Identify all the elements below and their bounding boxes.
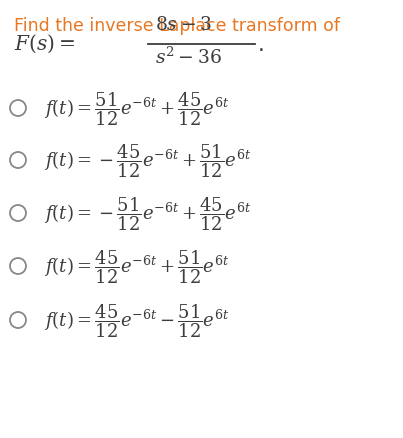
Text: $F(s) =$: $F(s) =$ [14, 33, 75, 55]
Text: $f(t) = -\dfrac{45}{12}e^{-6t} + \dfrac{51}{12}e^{6t}$: $f(t) = -\dfrac{45}{12}e^{-6t} + \dfrac{… [44, 142, 251, 180]
Text: $f(t) = -\dfrac{51}{12}e^{-6t} + \dfrac{45}{12}e^{6t}$: $f(t) = -\dfrac{51}{12}e^{-6t} + \dfrac{… [44, 195, 251, 232]
Text: $s^2 - 36$: $s^2 - 36$ [155, 47, 222, 68]
Text: $f(t) = \dfrac{51}{12}e^{-6t} + \dfrac{45}{12}e^{6t}$: $f(t) = \dfrac{51}{12}e^{-6t} + \dfrac{4… [44, 90, 229, 127]
Text: .: . [258, 35, 265, 55]
Text: $8s - 3$: $8s - 3$ [155, 15, 212, 34]
Text: $f(t) = \dfrac{45}{12}e^{-6t} - \dfrac{51}{12}e^{6t}$: $f(t) = \dfrac{45}{12}e^{-6t} - \dfrac{5… [44, 301, 229, 339]
Text: Find the inverse Laplace transform of: Find the inverse Laplace transform of [14, 17, 340, 35]
Text: $f(t) = \dfrac{45}{12}e^{-6t} + \dfrac{51}{12}e^{6t}$: $f(t) = \dfrac{45}{12}e^{-6t} + \dfrac{5… [44, 247, 229, 285]
